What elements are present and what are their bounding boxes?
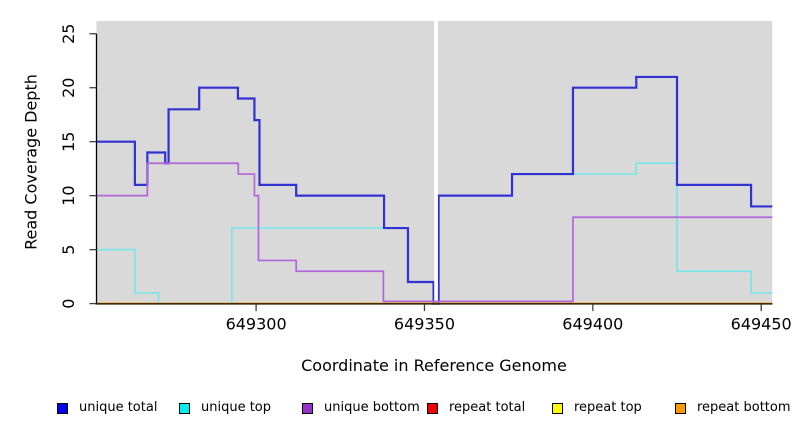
legend-item-repeat-top: repeat top <box>552 400 642 416</box>
legend-label: repeat top <box>574 400 642 415</box>
legend-label: repeat bottom <box>697 400 791 415</box>
y-axis-title: Read Coverage Depth <box>21 74 41 250</box>
legend-label: unique top <box>201 400 272 415</box>
legend-label: unique bottom <box>324 400 420 415</box>
y-tick-label: 5 <box>59 245 78 255</box>
coverage-chart: 649300 649350 649400 649450 0 5 10 15 20 25 <box>59 21 792 334</box>
y-tick-label: 20 <box>59 78 78 98</box>
legend-item-unique-total: unique total <box>57 400 157 416</box>
x-axis-title: Coordinate in Reference Genome <box>301 356 567 375</box>
legend-item-unique-top: unique top <box>179 400 271 416</box>
legend-label: unique total <box>79 400 158 415</box>
legend-swatch-unique-top <box>179 402 190 414</box>
legend-item-unique-bottom: unique bottom <box>302 400 420 416</box>
legend-swatch-repeat-top <box>552 402 563 414</box>
series-line-unique-bottom <box>96 162 773 303</box>
y-tick-label: 0 <box>59 299 78 309</box>
y-tick-label: 25 <box>59 24 78 44</box>
legend-swatch-repeat-bottom <box>675 402 686 414</box>
legend-label: repeat total <box>449 400 526 415</box>
legend-item-repeat-total: repeat total <box>427 400 525 416</box>
legend-swatch-unique-bottom <box>302 402 313 414</box>
x-tick-label: 649400 <box>562 315 623 334</box>
legend-item-repeat-bottom: repeat bottom <box>675 400 791 416</box>
legend-swatch-unique-total <box>57 402 68 414</box>
y-tick-label: 15 <box>59 132 78 152</box>
x-tick-label: 649350 <box>394 315 455 334</box>
x-tick-label: 649450 <box>731 315 792 334</box>
y-tick-label: 10 <box>59 185 78 205</box>
x-tick-label: 649300 <box>226 315 287 334</box>
coverage-gap-mask <box>434 21 438 302</box>
legend-swatch-repeat-total <box>427 402 438 414</box>
